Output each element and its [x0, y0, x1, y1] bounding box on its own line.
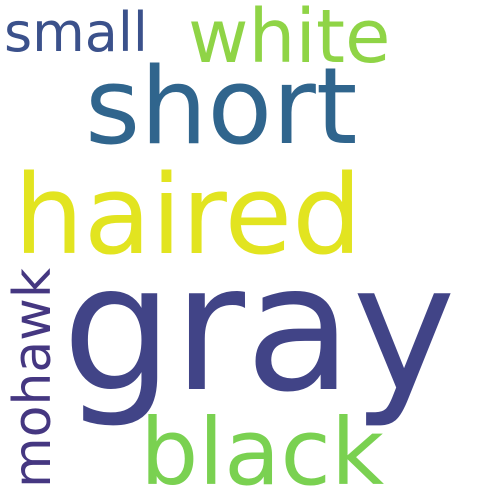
- word-small: small: [4, 1, 148, 64]
- word-gray: gray: [62, 228, 456, 431]
- word-haired: haired: [14, 151, 362, 279]
- word-white: white: [188, 0, 391, 80]
- word-black: black: [140, 399, 385, 500]
- word-mohawk: mohawk: [3, 268, 63, 488]
- word-short: short: [85, 45, 358, 168]
